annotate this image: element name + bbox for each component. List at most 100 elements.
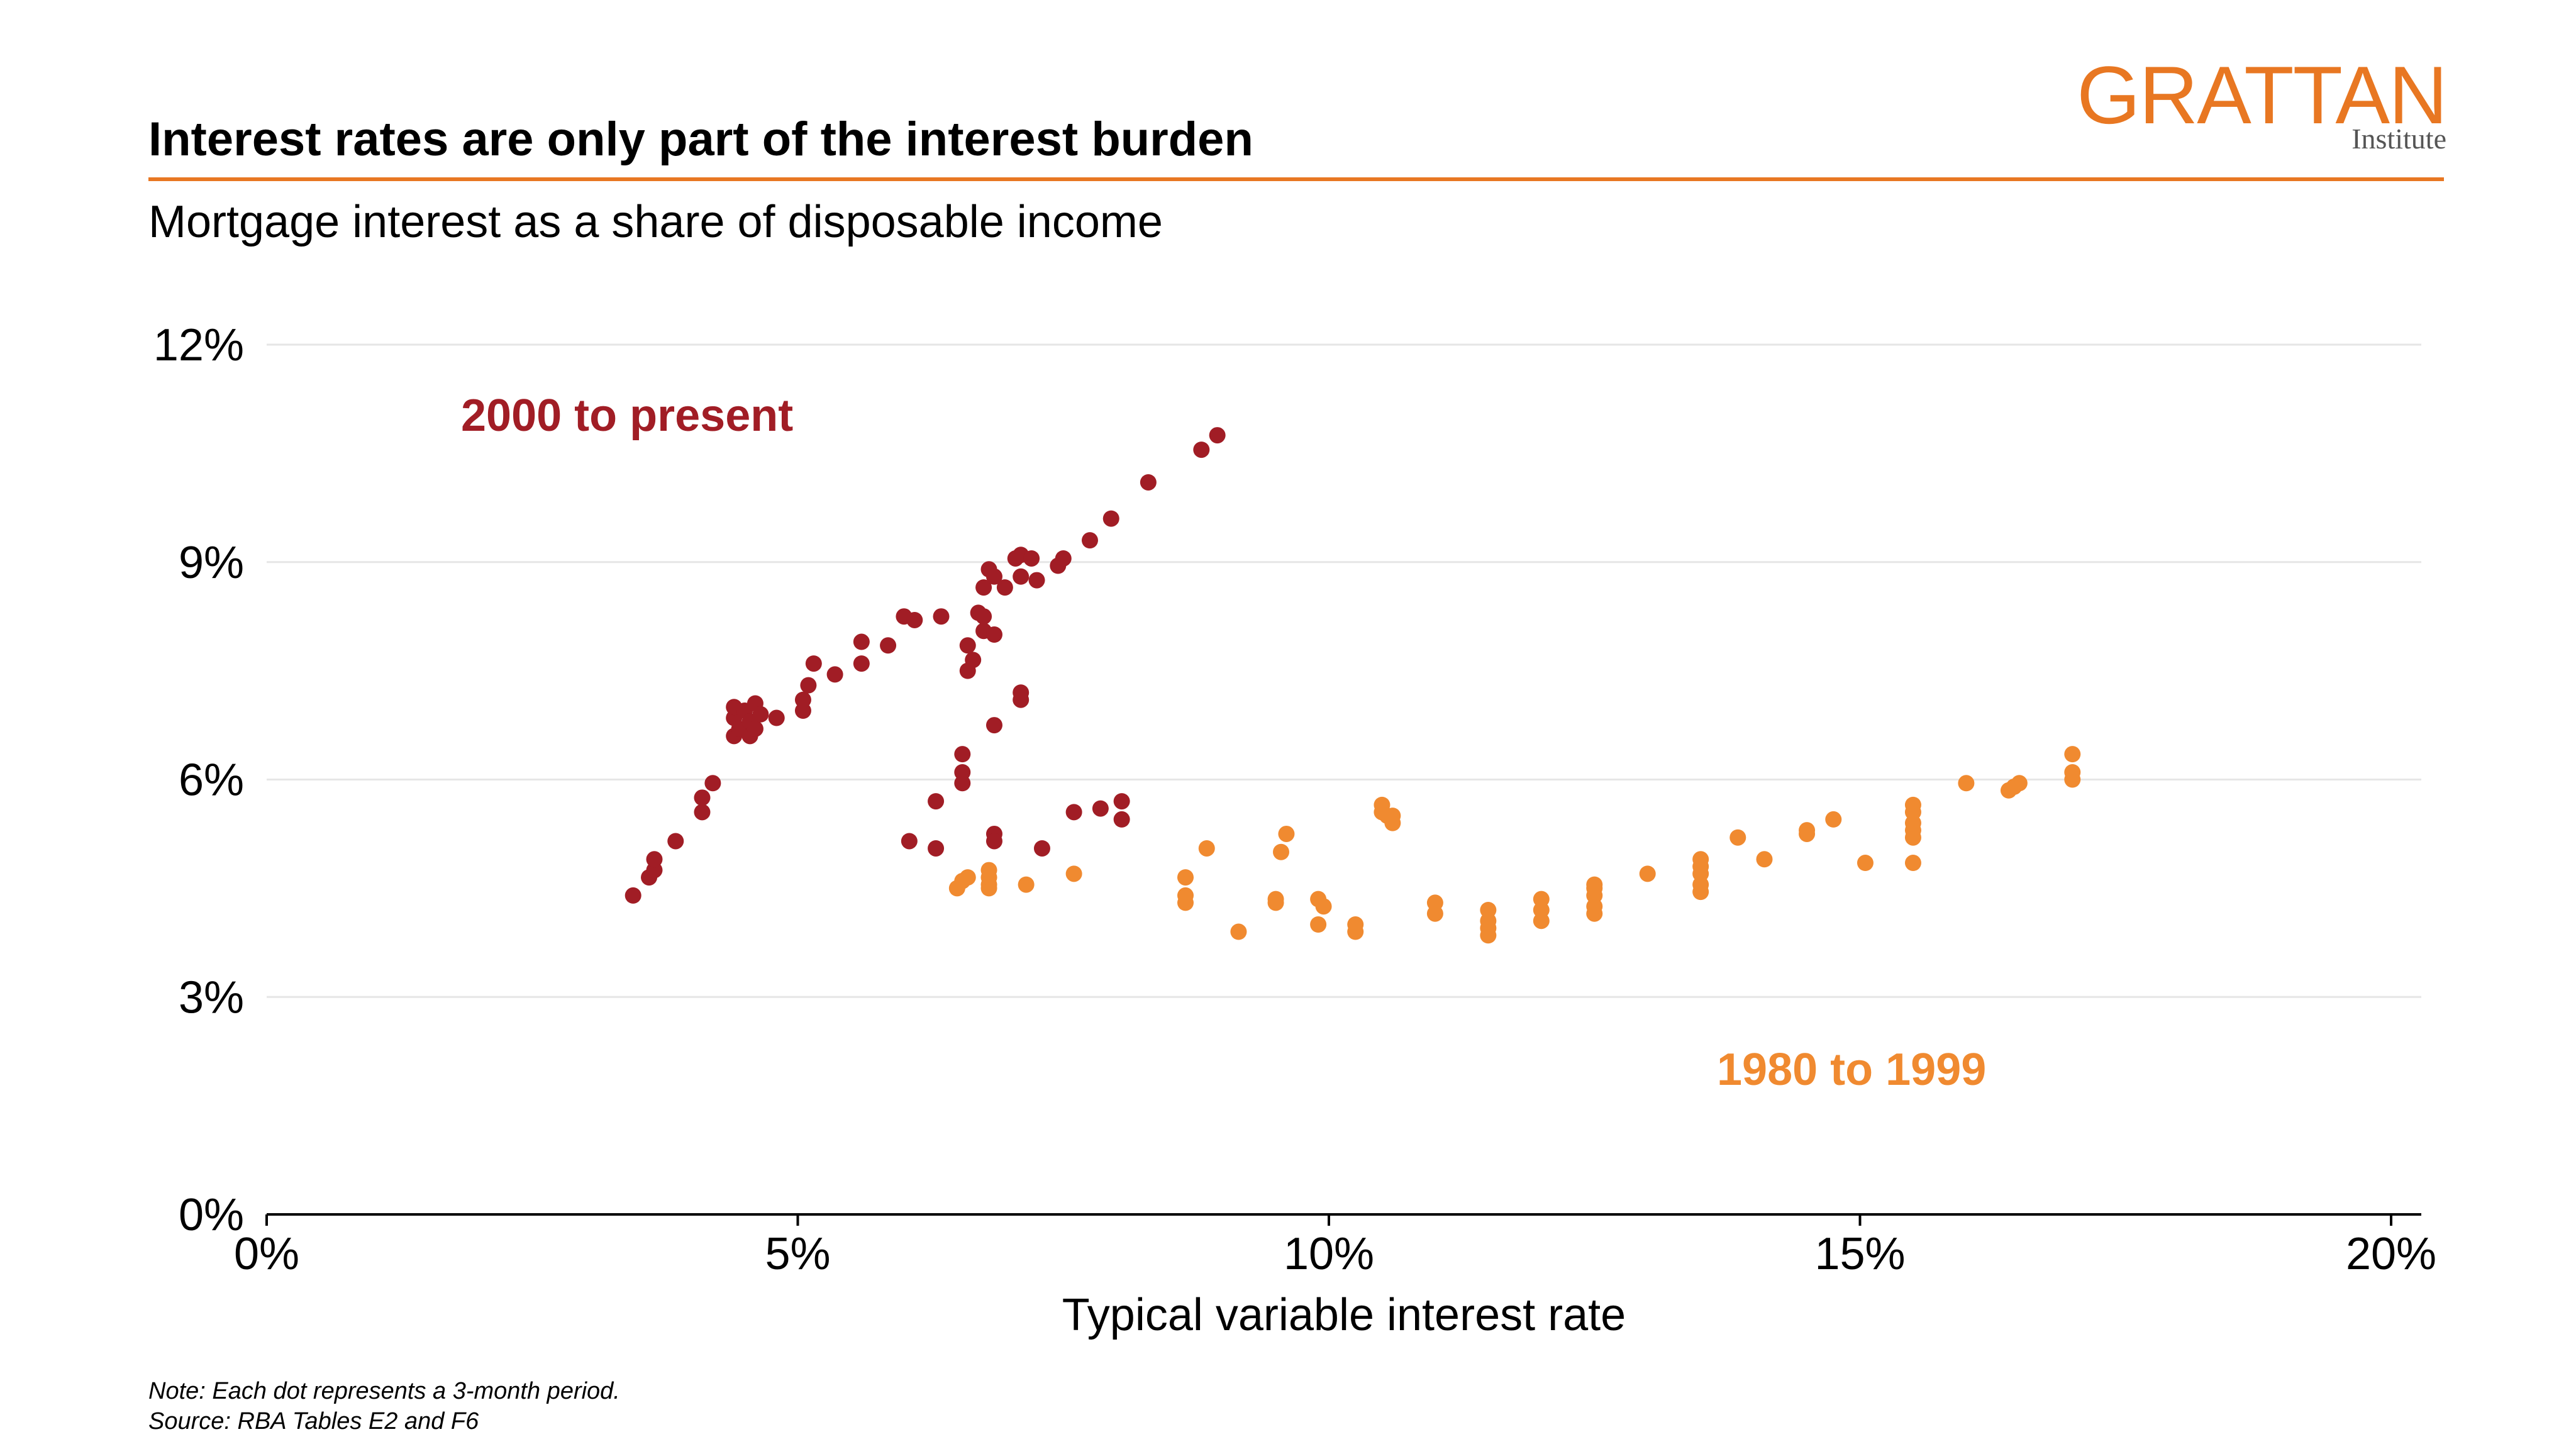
data-point	[752, 706, 769, 723]
data-point	[1113, 811, 1130, 828]
data-point	[1193, 441, 1210, 458]
series-label-1980-to-1999: 1980 to 1999	[1717, 1045, 1986, 1095]
data-point	[1729, 829, 1746, 846]
data-point	[2064, 746, 2081, 763]
data-point	[1267, 891, 1284, 908]
data-point	[901, 833, 918, 850]
data-points	[625, 427, 2081, 944]
data-point	[794, 691, 811, 708]
grattan-logo: GRATTAN Institute	[2077, 54, 2448, 155]
gridlines	[267, 343, 2421, 998]
data-point	[1857, 855, 1874, 872]
data-point	[985, 717, 1002, 734]
data-point	[1065, 865, 1082, 882]
data-point	[954, 763, 971, 780]
data-point	[1113, 793, 1130, 810]
data-point	[1065, 804, 1082, 821]
data-point	[1692, 851, 1709, 868]
data-point	[996, 579, 1013, 596]
data-point	[985, 568, 1002, 585]
data-point	[1639, 865, 1656, 882]
data-point	[1533, 891, 1550, 908]
title-divider	[148, 177, 2444, 181]
y-tick-label: 9%	[179, 538, 244, 588]
data-point	[1315, 898, 1332, 915]
data-point	[1230, 923, 1247, 940]
data-point	[1177, 869, 1194, 886]
data-point	[985, 626, 1002, 643]
chart-title: Interest rates are only part of the inte…	[148, 113, 1253, 166]
data-point	[1033, 840, 1050, 857]
data-point	[965, 652, 982, 669]
data-point	[646, 851, 663, 868]
source-text: Source: RBA Tables E2 and F6	[148, 1408, 479, 1435]
data-point	[928, 793, 945, 810]
data-point	[1092, 800, 1109, 817]
x-tick-label: 15%	[1814, 1229, 1905, 1279]
y-tick-label: 0%	[179, 1190, 244, 1240]
data-point	[1958, 775, 1975, 792]
data-point	[1347, 916, 1364, 933]
data-point	[1055, 550, 1072, 567]
footnotes: Note: Each dot represents a 3-month peri…	[148, 1376, 620, 1436]
data-point	[1140, 474, 1157, 491]
data-point	[1278, 825, 1295, 842]
data-point	[1904, 796, 1921, 813]
data-point	[1177, 887, 1194, 904]
data-point	[1799, 822, 1816, 839]
data-point	[1013, 568, 1030, 585]
data-point	[959, 637, 976, 654]
data-point	[1480, 901, 1497, 918]
data-point	[1018, 876, 1035, 893]
data-point	[1198, 840, 1215, 857]
data-point	[853, 633, 870, 650]
chart-subtitle: Mortgage interest as a share of disposab…	[148, 197, 1163, 247]
data-point	[768, 709, 785, 726]
data-point	[800, 677, 817, 694]
x-tick-label: 10%	[1284, 1229, 1374, 1279]
data-point	[2064, 763, 2081, 780]
note-text: Note: Each dot represents a 3-month peri…	[148, 1378, 620, 1404]
data-point	[906, 611, 923, 628]
data-point	[1013, 684, 1030, 701]
logo-wordmark: GRATTAN	[2077, 49, 2448, 141]
data-point	[747, 720, 763, 737]
data-point	[933, 608, 950, 625]
data-point	[954, 746, 971, 763]
data-point	[704, 775, 721, 792]
data-point	[1081, 532, 1098, 549]
data-point	[1825, 811, 1842, 828]
data-point	[2011, 775, 2028, 792]
data-point	[959, 869, 976, 886]
data-point	[694, 804, 711, 821]
data-point	[805, 655, 822, 672]
x-tick-label: 5%	[765, 1229, 830, 1279]
data-point	[975, 579, 992, 596]
data-point	[1384, 808, 1401, 824]
data-point	[694, 789, 711, 806]
data-point	[1023, 550, 1040, 567]
data-point	[853, 655, 870, 672]
data-point	[985, 833, 1002, 850]
x-tick-label: 0%	[234, 1229, 299, 1279]
data-point	[1028, 572, 1045, 589]
data-point	[928, 840, 945, 857]
data-point	[1904, 855, 1921, 872]
y-tick-label: 3%	[179, 972, 244, 1023]
data-point	[667, 833, 684, 850]
series-label-2000-to-present: 2000 to present	[461, 391, 793, 441]
data-point	[1310, 916, 1327, 933]
data-point	[1102, 510, 1119, 527]
y-tick-label: 12%	[153, 320, 244, 370]
data-point	[826, 666, 843, 683]
data-point	[1209, 427, 1226, 444]
axis-ticks: 0% 3% 6% 9% 12% 0% 5% 10% 15% 20%	[153, 320, 2436, 1279]
data-point	[975, 608, 992, 625]
data-point	[1586, 876, 1603, 893]
data-point	[1272, 843, 1289, 860]
x-tick-label: 20%	[2346, 1229, 2436, 1279]
data-point	[1756, 851, 1773, 868]
logo-subtitle: Institute	[2351, 123, 2446, 155]
x-axis-title: Typical variable interest rate	[1062, 1290, 1626, 1340]
